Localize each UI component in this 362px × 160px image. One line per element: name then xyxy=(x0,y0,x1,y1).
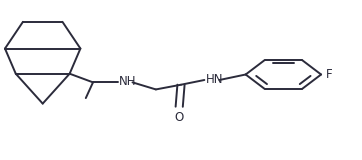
Text: HN: HN xyxy=(205,73,223,86)
Text: O: O xyxy=(174,112,184,124)
Text: NH: NH xyxy=(119,75,137,88)
Text: F: F xyxy=(325,68,332,81)
